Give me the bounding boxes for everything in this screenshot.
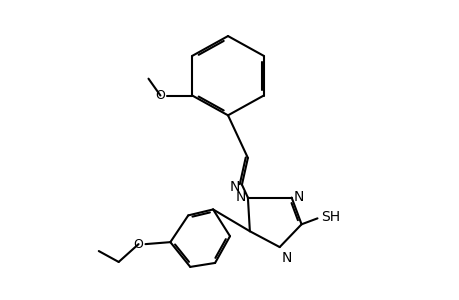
- Text: N: N: [293, 190, 303, 204]
- Text: O: O: [155, 89, 165, 102]
- Text: N: N: [281, 251, 291, 265]
- Text: O: O: [134, 238, 143, 250]
- Text: SH: SH: [321, 210, 340, 224]
- Text: N: N: [235, 190, 246, 204]
- Text: N: N: [229, 180, 240, 194]
